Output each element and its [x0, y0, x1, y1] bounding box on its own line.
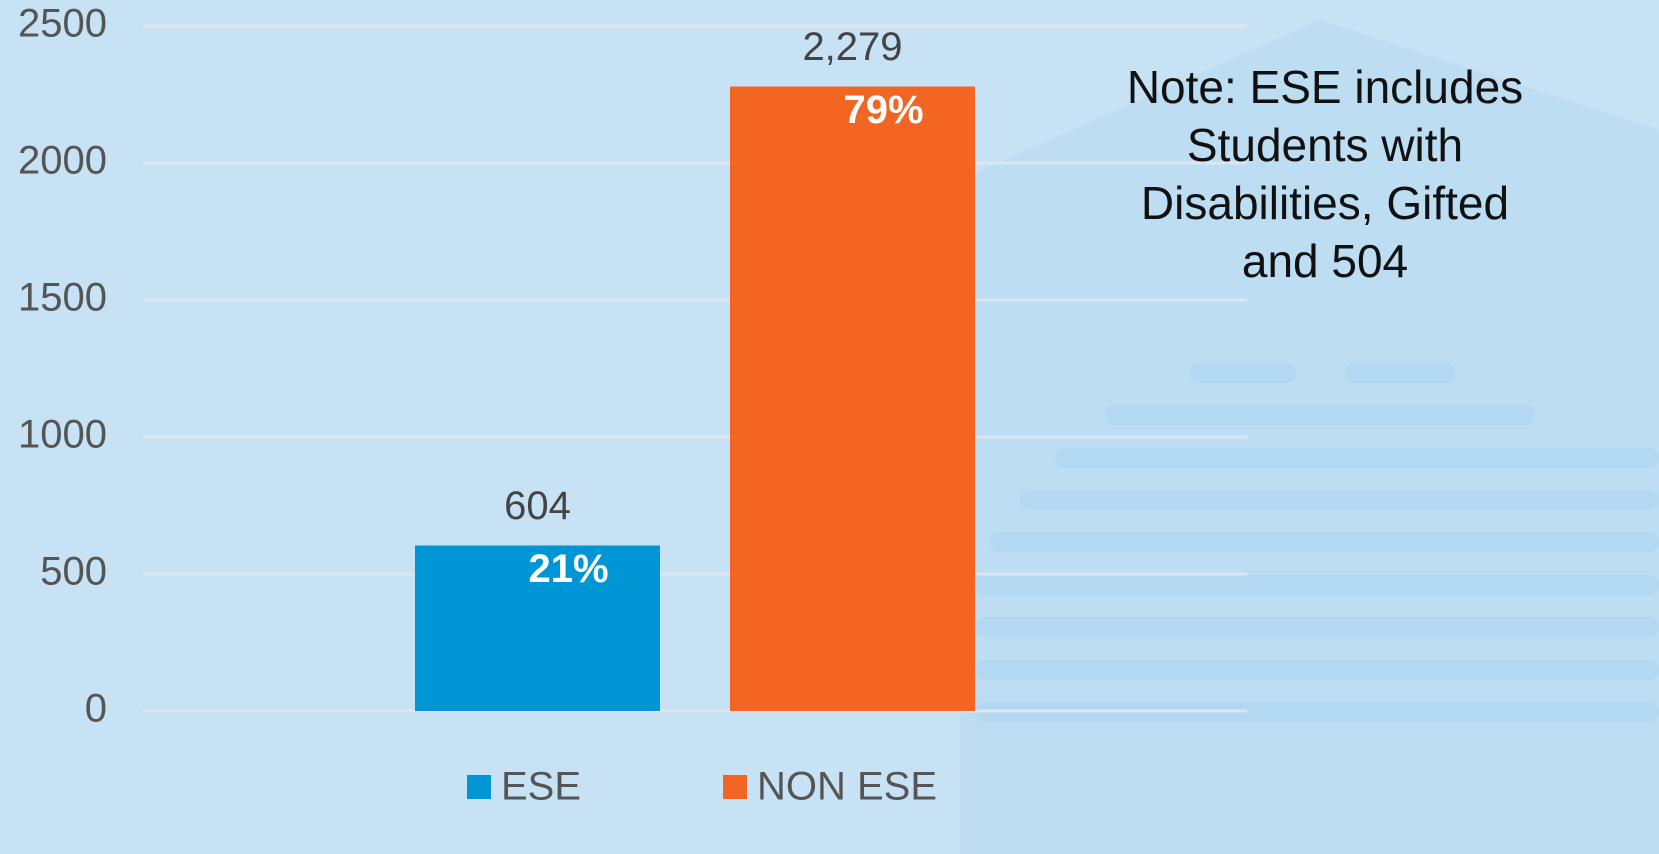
- legend-label: NON ESE: [757, 765, 937, 809]
- y-tick-label: 0: [85, 687, 107, 731]
- value-label: 604: [504, 484, 571, 528]
- percent-label: 79%: [843, 88, 923, 132]
- page: 0 500 1000 1500 2000 2500 604 21% 2,279 79% ESE NON…: [0, 0, 1659, 854]
- bar: [730, 87, 975, 711]
- note: Note: ESE includes Students with Disabil…: [1100, 58, 1550, 290]
- y-tick-label: 500: [40, 550, 107, 594]
- y-tick-label: 1000: [18, 413, 107, 457]
- legend-swatch: [723, 775, 747, 799]
- legend-label: ESE: [501, 765, 581, 809]
- y-tick-label: 2000: [18, 139, 107, 183]
- y-tick-label: 2500: [18, 2, 107, 46]
- percent-label: 21%: [528, 547, 608, 591]
- y-tick-label: 1500: [18, 276, 107, 320]
- value-label: 2,279: [802, 25, 902, 69]
- legend-swatch: [467, 775, 491, 799]
